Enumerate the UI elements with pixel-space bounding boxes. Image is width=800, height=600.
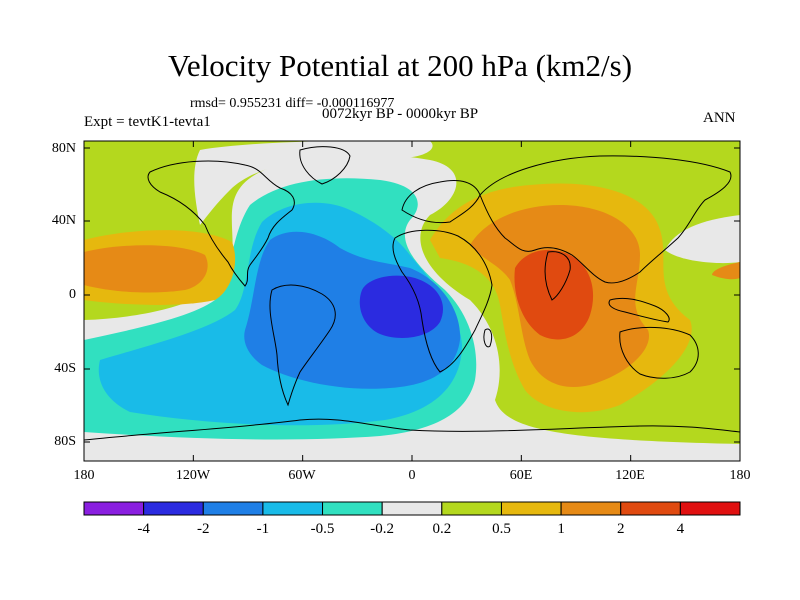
australia-outline xyxy=(619,326,699,379)
north-america-outline xyxy=(147,160,295,287)
map-title: Velocity Potential at 200 hPa (km2/s) xyxy=(167,48,633,83)
field-level-pos-2 xyxy=(514,249,594,340)
colorbar xyxy=(83,501,741,516)
greenland-outline xyxy=(299,146,351,185)
lat-label-40n: 40N xyxy=(51,213,76,228)
continent-outlines xyxy=(84,146,740,441)
axis-ticks xyxy=(83,141,741,461)
field-level-pos-1-pacific xyxy=(712,262,740,280)
colorbar-swatch xyxy=(441,501,502,516)
colorbar-swatch xyxy=(322,501,383,516)
lat-label-80n: 80N xyxy=(51,141,76,156)
lat-label-0: 0 xyxy=(69,287,76,302)
india-outline xyxy=(544,251,571,301)
lat-label-40s: 40S xyxy=(54,361,76,376)
africa-outline xyxy=(392,229,493,373)
lon-label-0: 0 xyxy=(408,468,416,483)
asia-outline xyxy=(479,155,732,284)
indonesia-outline xyxy=(608,297,670,323)
colorbar-label: 0.5 xyxy=(492,521,511,537)
colorbar-label: -1 xyxy=(256,521,270,537)
lon-label-60e: 60E xyxy=(509,468,533,483)
lon-label-120w: 120W xyxy=(175,468,211,483)
period-subtitle: 0072kyr BP - 0000kyr BP xyxy=(322,106,479,122)
lat-label-80s: 80S xyxy=(54,434,76,449)
colorbar-label: -0.2 xyxy=(370,521,395,537)
colorbar-label: -4 xyxy=(137,521,150,537)
lon-label-60w: 60W xyxy=(288,468,316,483)
colorbar-swatch xyxy=(560,501,622,516)
colorbar-label: 4 xyxy=(676,521,685,537)
colorbar-label: -2 xyxy=(197,521,210,537)
colorbar-label: 1 xyxy=(557,521,565,537)
colorbar-swatch xyxy=(83,501,145,516)
field-level-neg-1 xyxy=(244,231,461,389)
colorbar-label: 2 xyxy=(616,521,625,537)
colorbar-swatch xyxy=(679,501,741,516)
colorbar-swatch xyxy=(620,501,681,516)
colorbar-swatch xyxy=(381,501,443,516)
colorbar-label: 0.2 xyxy=(432,521,452,537)
lon-label-180-east: 180 xyxy=(729,468,751,483)
field-neutral-pacific xyxy=(665,215,740,264)
field-level-pos-1-west xyxy=(84,245,208,293)
season-label: ANN xyxy=(703,110,736,126)
experiment-label: Expt = tevtK1-tevta1 xyxy=(84,114,211,130)
colorbar-swatch xyxy=(143,501,204,516)
field-neutral-arctic xyxy=(194,141,433,225)
south-america-outline xyxy=(269,284,336,407)
stats-subtitle: rmsd= 0.955231 diff= -0.000116977 xyxy=(190,96,395,111)
lon-label-180-west: 180 xyxy=(73,468,95,483)
lon-label-120e: 120E xyxy=(615,468,645,483)
colorbar-label: -0.5 xyxy=(310,521,335,537)
colorbar-swatch xyxy=(202,501,264,516)
colorbar-swatch xyxy=(500,501,562,516)
map-field xyxy=(84,141,740,461)
colorbar-swatch xyxy=(262,501,324,516)
antarctica-outline xyxy=(84,418,740,441)
madagascar-outline xyxy=(483,328,493,348)
